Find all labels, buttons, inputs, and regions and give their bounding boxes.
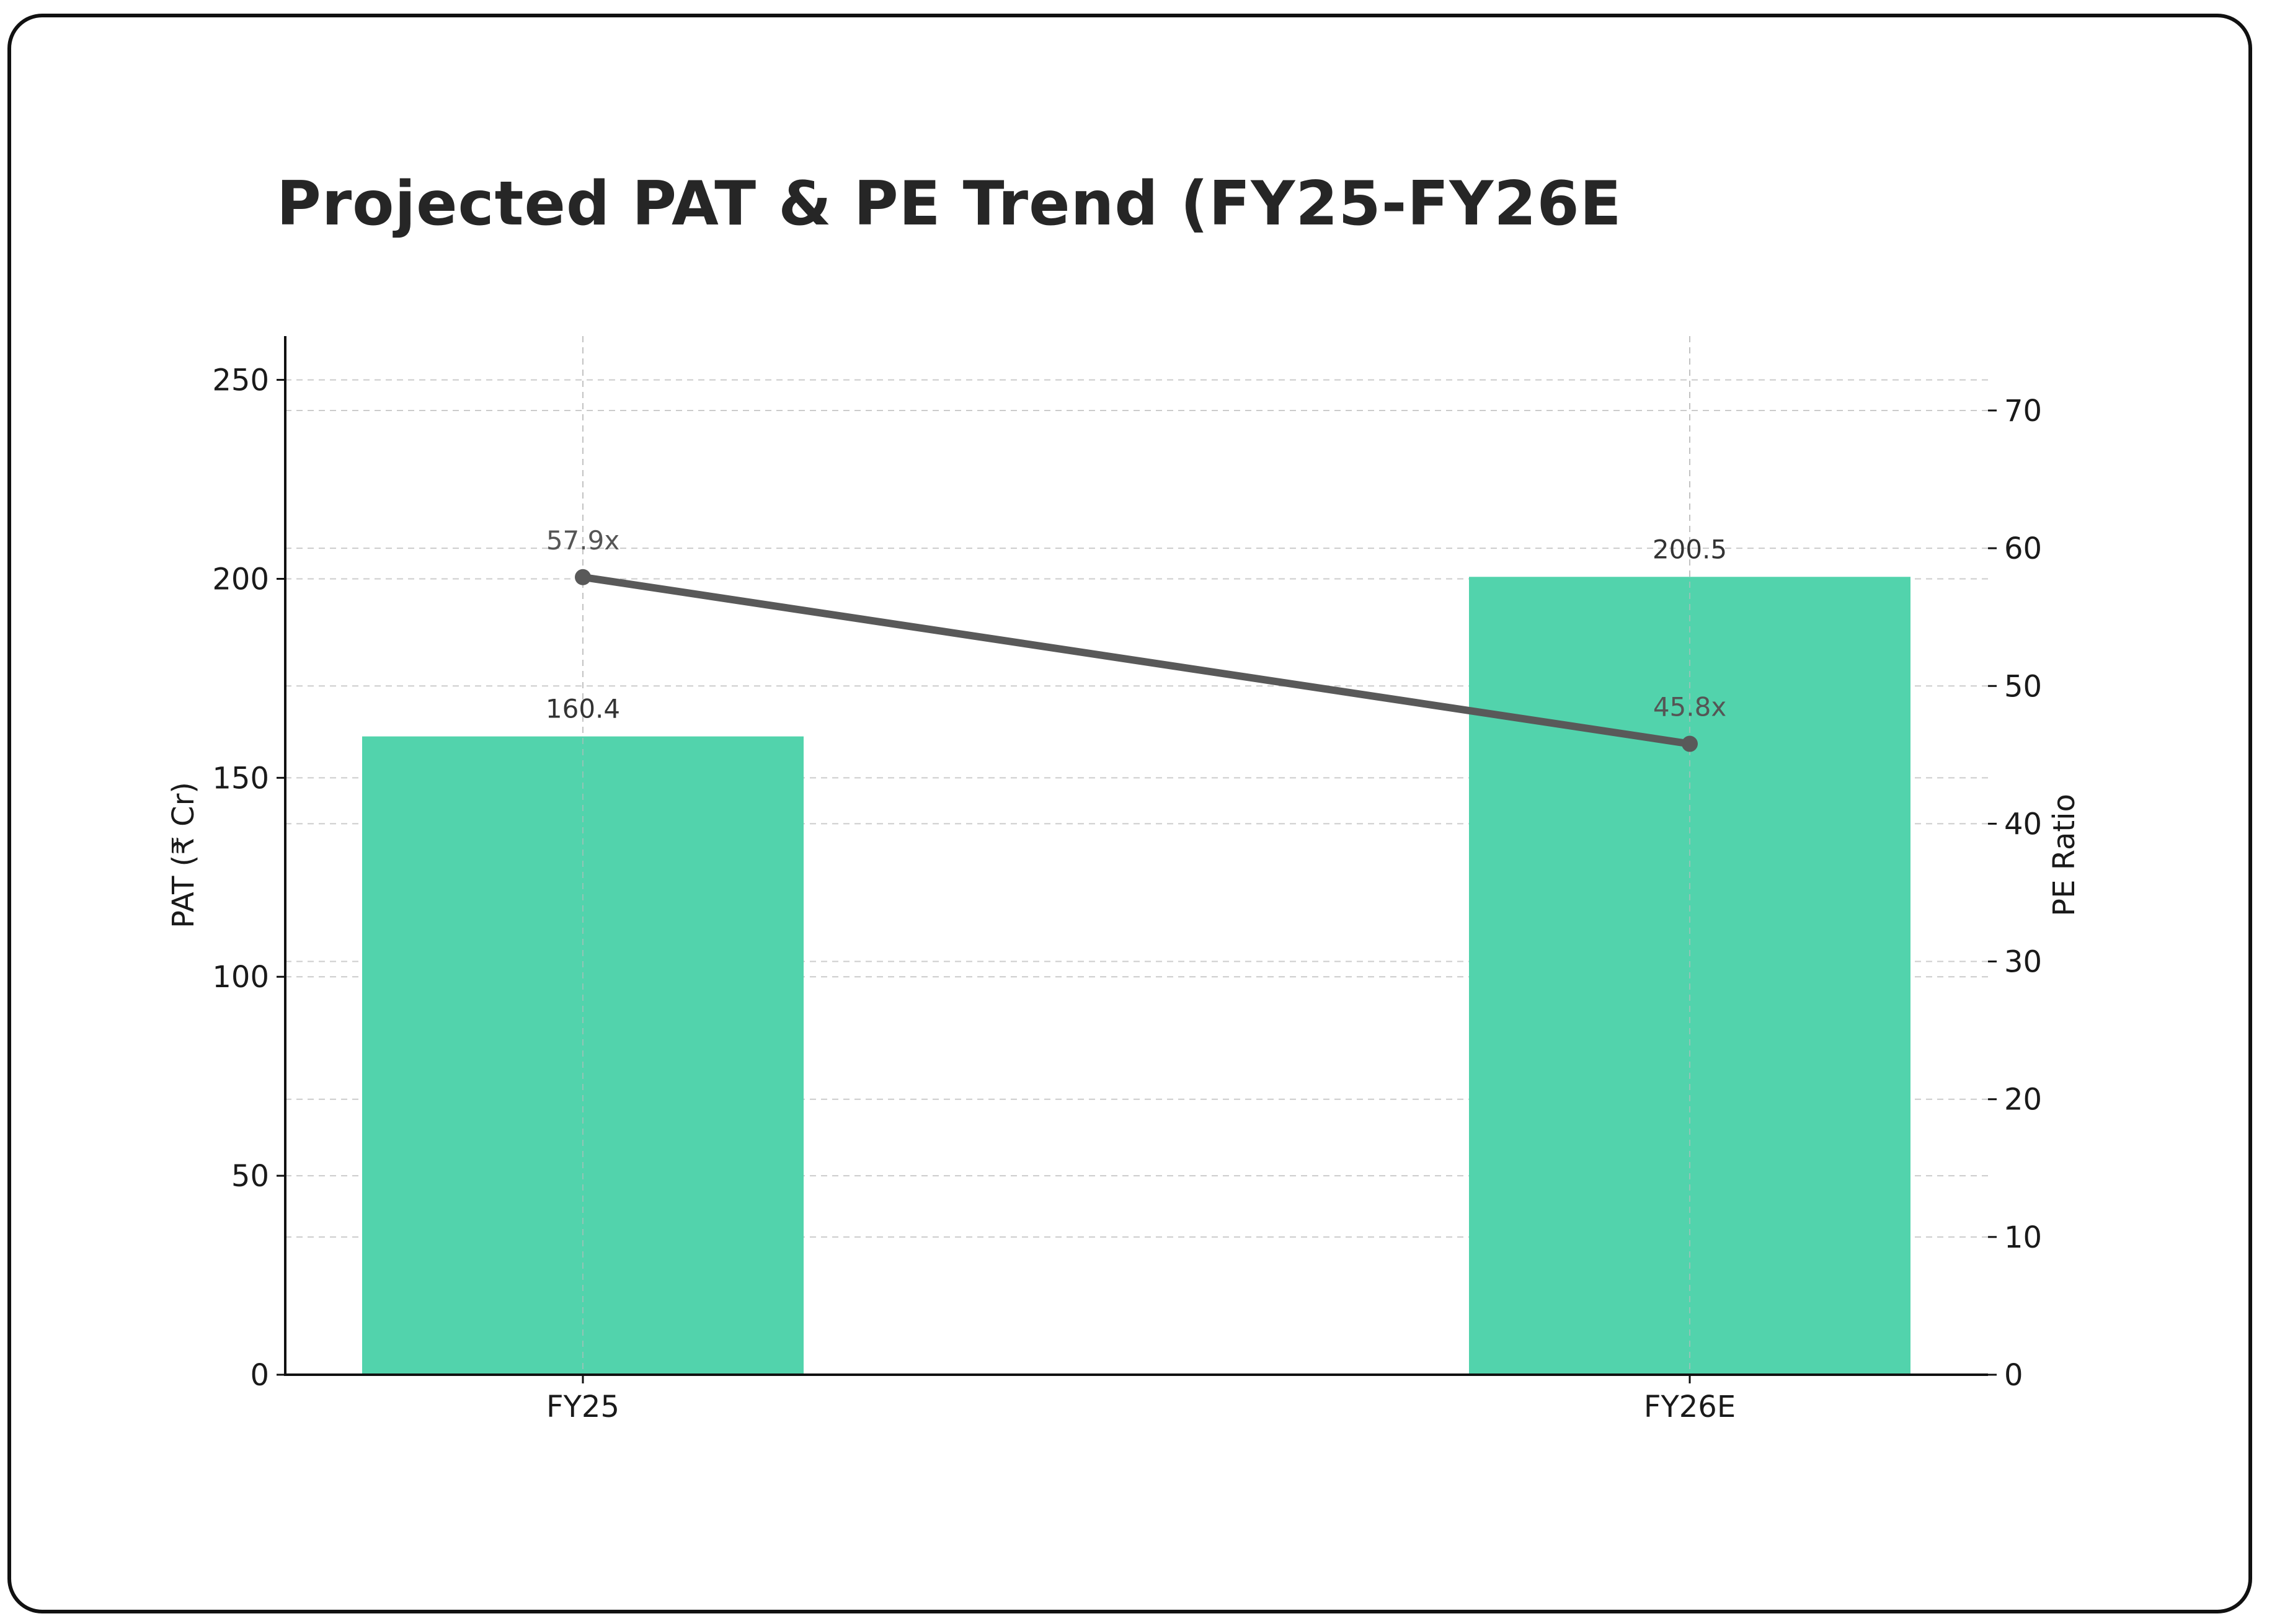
y-tick-label-left: 50 xyxy=(231,1159,269,1194)
pe-line xyxy=(579,573,1693,748)
y-tick-label-right: 40 xyxy=(2004,807,2042,841)
y-tick-label-right: 60 xyxy=(2004,531,2042,566)
y-tick-label-right: 70 xyxy=(2004,394,2042,428)
y-tick-label-right: 50 xyxy=(2004,669,2042,704)
pe-value-label: 57.9x xyxy=(546,525,619,556)
y-tick-label-left: 250 xyxy=(212,363,269,398)
chart-title: Projected PAT & PE Trend (FY25-FY26E xyxy=(277,169,1622,239)
y-tick-label-left: 100 xyxy=(212,960,269,995)
line-series-pe xyxy=(575,569,1698,752)
y-tick-label-right: 30 xyxy=(2004,945,2042,980)
bar-value-label: 200.5 xyxy=(1653,534,1727,564)
pe-value-label: 45.8x xyxy=(1653,692,1726,722)
pe-marker xyxy=(1682,735,1698,752)
pe-marker xyxy=(575,569,591,585)
data-labels: 160.4 200.5 57.9x 45.8x xyxy=(546,525,1727,724)
bar-value-label: 160.4 xyxy=(546,694,620,724)
x-tick-label: FY26E xyxy=(1644,1390,1736,1424)
y-tick-label-right: 10 xyxy=(2004,1220,2042,1255)
y-axis-left-label: PAT (₹ Cr) xyxy=(166,782,201,928)
y-tick-label-right: 20 xyxy=(2004,1083,2042,1117)
y-axis-right-label: PE Ratio xyxy=(2047,794,2082,916)
y-tick-label-left: 200 xyxy=(212,562,269,597)
y-tick-label-right: 0 xyxy=(2004,1358,2023,1393)
axes: 0 50 100 150 200 250 0 10 20 30 40 50 60 70 FY25 FY26E xyxy=(212,336,2042,1424)
y-tick-label-left: 150 xyxy=(212,761,269,796)
y-tick-label-left: 0 xyxy=(250,1358,269,1393)
x-tick-label: FY25 xyxy=(546,1390,619,1424)
bar-series-pat xyxy=(362,336,1910,1375)
